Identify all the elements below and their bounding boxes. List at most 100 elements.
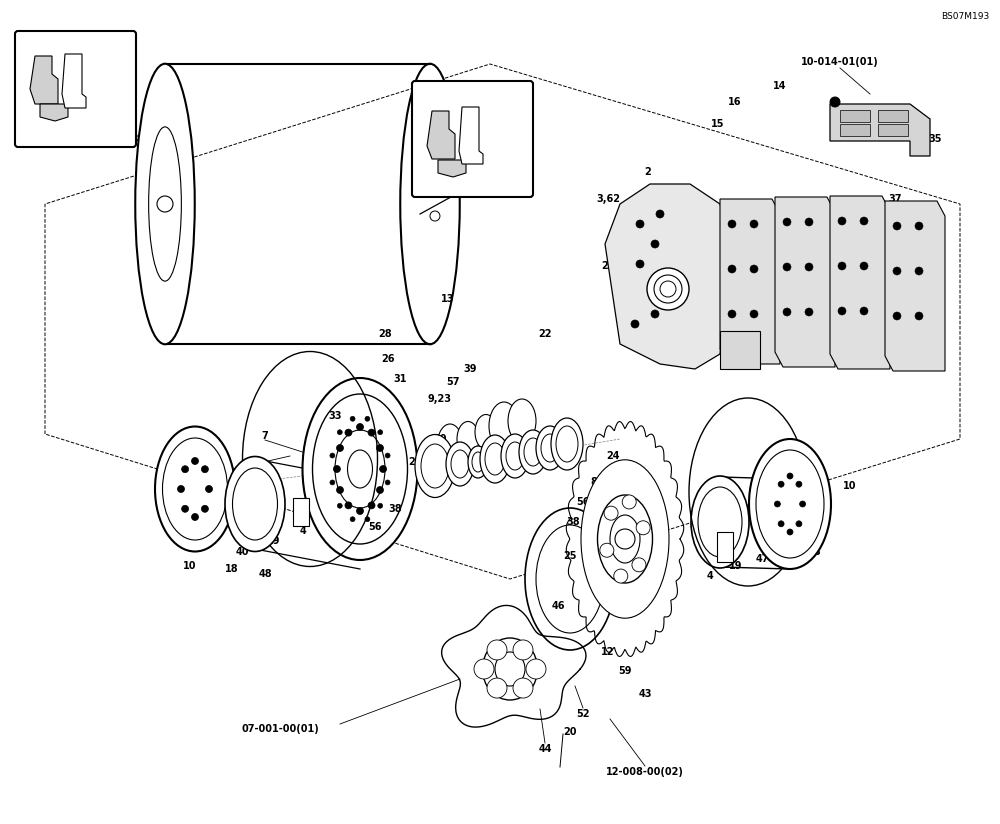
Circle shape [378,430,383,435]
Circle shape [365,416,370,421]
Circle shape [800,501,806,507]
Circle shape [614,569,628,583]
Text: 17: 17 [88,74,102,84]
Circle shape [350,416,355,421]
Circle shape [345,429,352,436]
Polygon shape [427,111,455,159]
Text: 42: 42 [683,271,697,281]
Text: 21: 21 [721,291,735,301]
Text: 18: 18 [225,564,239,574]
Ellipse shape [581,460,669,618]
Text: 27: 27 [683,239,697,249]
Circle shape [783,218,791,226]
Text: 19: 19 [729,561,743,571]
Circle shape [838,262,846,270]
Ellipse shape [468,446,488,478]
Ellipse shape [225,456,285,551]
Text: 57: 57 [446,377,460,387]
Circle shape [192,513,198,521]
Circle shape [915,222,923,230]
Ellipse shape [482,638,538,700]
Ellipse shape [135,63,195,344]
Circle shape [365,517,370,522]
Bar [717,532,733,562]
Text: 15: 15 [711,119,725,129]
Polygon shape [830,104,930,156]
Polygon shape [62,54,86,108]
Ellipse shape [536,426,564,470]
Ellipse shape [451,450,469,478]
Circle shape [805,308,813,316]
Text: 44: 44 [731,274,745,284]
Text: 16: 16 [728,97,742,107]
Ellipse shape [302,378,418,560]
Text: 12-008-00(02): 12-008-00(02) [751,319,829,329]
Circle shape [893,222,901,230]
Circle shape [805,263,813,271]
Circle shape [651,240,659,248]
Text: 47: 47 [18,46,32,56]
Text: 3,62: 3,62 [596,194,620,204]
Ellipse shape [480,435,510,483]
Circle shape [377,486,384,494]
Ellipse shape [400,63,460,344]
Circle shape [860,307,868,315]
Text: 56: 56 [368,522,382,532]
Circle shape [631,320,639,328]
Ellipse shape [149,127,181,281]
Circle shape [356,508,364,514]
Text: 20: 20 [563,727,577,737]
Text: 51: 51 [776,277,790,287]
Circle shape [350,517,355,522]
Circle shape [474,659,494,679]
Text: 22: 22 [538,329,552,339]
Polygon shape [30,56,58,104]
Ellipse shape [536,525,604,633]
Circle shape [636,260,644,268]
Circle shape [157,196,173,212]
Circle shape [336,444,343,452]
Circle shape [656,280,664,288]
Circle shape [368,502,375,509]
Bar [293,498,309,526]
Circle shape [345,502,352,509]
Circle shape [600,543,614,557]
Text: 44: 44 [538,744,552,754]
Text: 52: 52 [576,709,590,719]
Circle shape [201,466,208,473]
Polygon shape [830,196,890,369]
Text: 18: 18 [808,547,822,557]
Ellipse shape [446,442,474,486]
Ellipse shape [506,442,524,470]
Bar [720,331,760,369]
Circle shape [651,310,659,318]
Circle shape [778,521,784,527]
Circle shape [750,220,758,228]
Polygon shape [775,197,835,367]
Circle shape [915,267,923,275]
Circle shape [656,210,664,218]
Text: 38: 38 [388,504,402,514]
Bar [840,124,870,136]
Circle shape [356,424,364,430]
Ellipse shape [475,414,497,450]
Ellipse shape [228,461,283,546]
Text: 2: 2 [645,167,651,177]
Circle shape [860,217,868,225]
Polygon shape [605,184,730,369]
Text: 10-014-01(01): 10-014-01(01) [801,57,879,67]
Circle shape [750,310,758,318]
Circle shape [487,640,507,660]
Circle shape [838,217,846,225]
Text: 47: 47 [414,99,428,109]
Ellipse shape [541,434,559,462]
FancyBboxPatch shape [15,31,136,147]
Text: 35: 35 [928,134,942,144]
Circle shape [182,466,189,473]
Circle shape [513,678,533,698]
Ellipse shape [749,439,831,569]
Ellipse shape [598,495,652,583]
Ellipse shape [472,452,484,472]
Circle shape [860,262,868,270]
Text: 39: 39 [463,364,477,374]
